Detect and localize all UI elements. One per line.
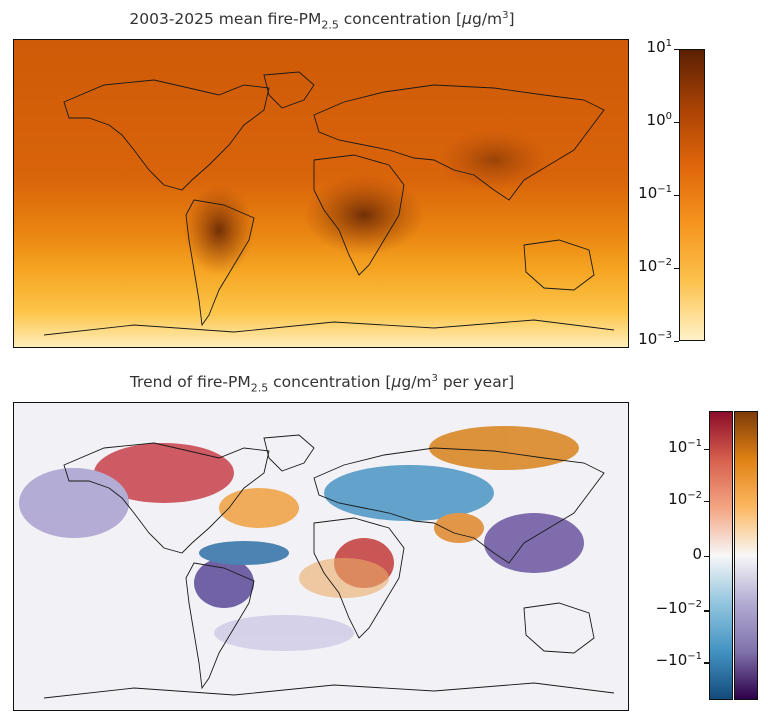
mean-colorbar-tick-label: 10−3	[638, 330, 672, 348]
trend-colorbar-tick-label: 10−2	[668, 489, 702, 508]
mean-colorbar-tick-label: 10−1	[638, 184, 672, 202]
trend-colorbar-tick-label: −10−2	[655, 599, 702, 618]
mean-colorbar-tick-label: 101	[646, 38, 672, 56]
mean-colorbar-tickmark	[674, 49, 679, 51]
mean-colorbar-tick-label: 10−2	[638, 257, 672, 275]
mean-map-svg	[14, 40, 628, 347]
trend-colorbar-tickmark	[704, 448, 709, 450]
trend-colorbar-tick-label: 10−1	[668, 437, 702, 456]
mean-colorbar-tickmark	[674, 268, 679, 270]
trend-colorbar-right	[734, 411, 758, 700]
mean-colorbar-tickmark	[674, 122, 679, 124]
mean-map-title: 2003-2025 mean fire-PM2.5 concentration …	[129, 10, 515, 32]
mean-colorbar-tickmark	[674, 341, 679, 343]
trend-map-svg	[14, 403, 628, 710]
mean-colorbar-gradient	[680, 50, 704, 340]
trend-colorbar-tickmark	[704, 500, 709, 502]
mean-concentration-map	[13, 39, 629, 348]
trend-map-title: Trend of fire-PM2.5 concentration [μg/m3…	[129, 373, 515, 395]
trend-colorbar-tickmark	[704, 555, 709, 557]
trend-colorbar-left-gradient	[710, 412, 732, 699]
mean-colorbar-tickmark	[674, 195, 679, 197]
trend-colorbar-tick-label: 0	[692, 544, 702, 563]
trend-map	[13, 402, 629, 711]
trend-colorbar-tickmark	[704, 662, 709, 664]
trend-colorbar-left	[709, 411, 733, 700]
mean-colorbar-tick-label: 100	[646, 111, 672, 129]
mean-colorbar	[679, 49, 705, 341]
trend-colorbar-right-gradient	[735, 412, 757, 699]
trend-colorbar-tick-label: −10−1	[655, 651, 702, 670]
trend-colorbar-tickmark	[704, 610, 709, 612]
